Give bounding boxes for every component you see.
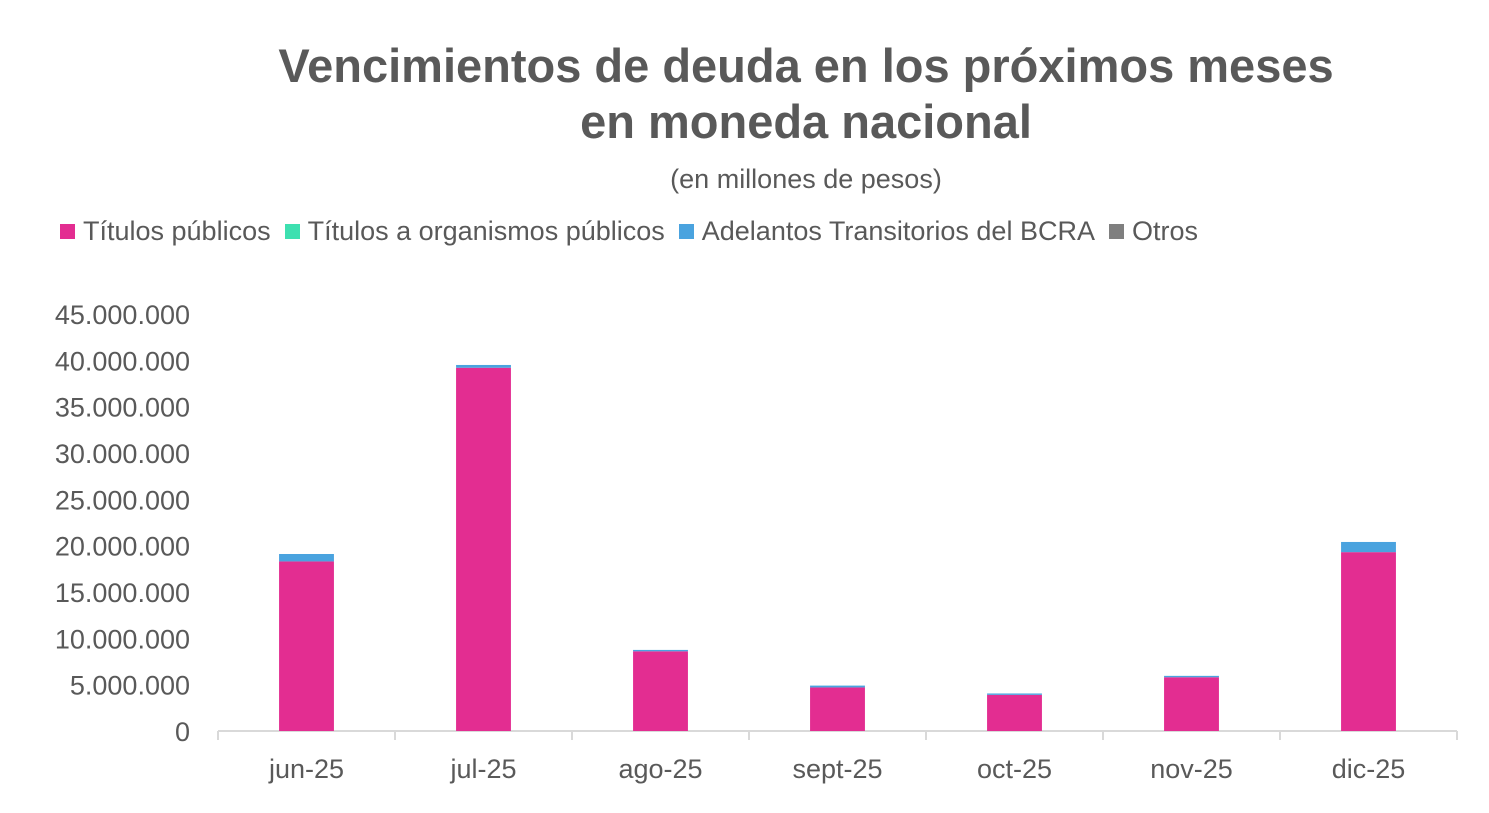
legend-item-titulos-publicos: Títulos públicos (60, 216, 271, 247)
chart-subtitle: (en millones de pesos) (670, 164, 942, 194)
legend-item-titulos-organismos: Títulos a organismos públicos (284, 216, 665, 247)
x-tick-label: jul-25 (449, 754, 516, 784)
legend-label: Títulos a organismos públicos (307, 216, 665, 246)
bar-segment (1164, 677, 1219, 731)
chart-title-line-1: Vencimientos de deuda en los próximos me… (278, 39, 1334, 92)
legend-swatch (60, 224, 75, 239)
bar-segment (1341, 552, 1396, 731)
bar-segment (810, 687, 865, 731)
legend-swatch (1108, 224, 1124, 239)
legend-swatch (678, 224, 694, 239)
chart-title: Vencimientos de deuda en los próximos me… (0, 38, 1489, 150)
y-tick-label: 10.000.000 (55, 624, 190, 654)
legend-item-adelantos-bcra: Adelantos Transitorios del BCRA (678, 216, 1095, 247)
chart-legend: Títulos públicos Títulos a organismos pú… (60, 216, 1212, 247)
y-tick-label: 20.000.000 (55, 532, 190, 562)
x-tick-label: nov-25 (1150, 754, 1233, 784)
y-tick-label: 0 (175, 717, 190, 747)
x-tick-label: oct-25 (977, 754, 1052, 784)
y-tick-label: 25.000.000 (55, 485, 190, 515)
y-tick-label: 45.000.000 (55, 300, 190, 330)
x-tick-label: jun-25 (268, 754, 344, 784)
bar-segment (1341, 541, 1396, 553)
bar-segment (987, 693, 1042, 695)
bar-segment (279, 561, 334, 731)
bar-segment (279, 554, 334, 562)
x-tick-label: sept-25 (792, 754, 882, 784)
y-tick-label: 30.000.000 (55, 439, 190, 469)
legend-label: Títulos públicos (83, 216, 271, 246)
bar-segment (633, 649, 688, 652)
x-tick-label: dic-25 (1332, 754, 1406, 784)
bar-segment (1164, 675, 1219, 678)
bar-segment (456, 364, 511, 368)
y-tick-label: 15.000.000 (55, 578, 190, 608)
bar-segment (810, 685, 865, 688)
legend-label: Adelantos Transitorios del BCRA (701, 216, 1095, 246)
y-tick-label: 40.000.000 (55, 346, 190, 376)
chart-title-line-2: en moneda nacional (580, 95, 1032, 148)
bar-segment (633, 651, 688, 731)
legend-item-otros: Otros (1108, 216, 1198, 247)
legend-label: Otros (1131, 216, 1198, 246)
bar-segment (987, 694, 1042, 731)
y-tick-label: 35.000.000 (55, 393, 190, 423)
y-tick-label: 5.000.000 (70, 671, 190, 701)
legend-swatch (284, 224, 300, 239)
x-tick-label: ago-25 (618, 754, 702, 784)
bar-segment (456, 367, 511, 731)
